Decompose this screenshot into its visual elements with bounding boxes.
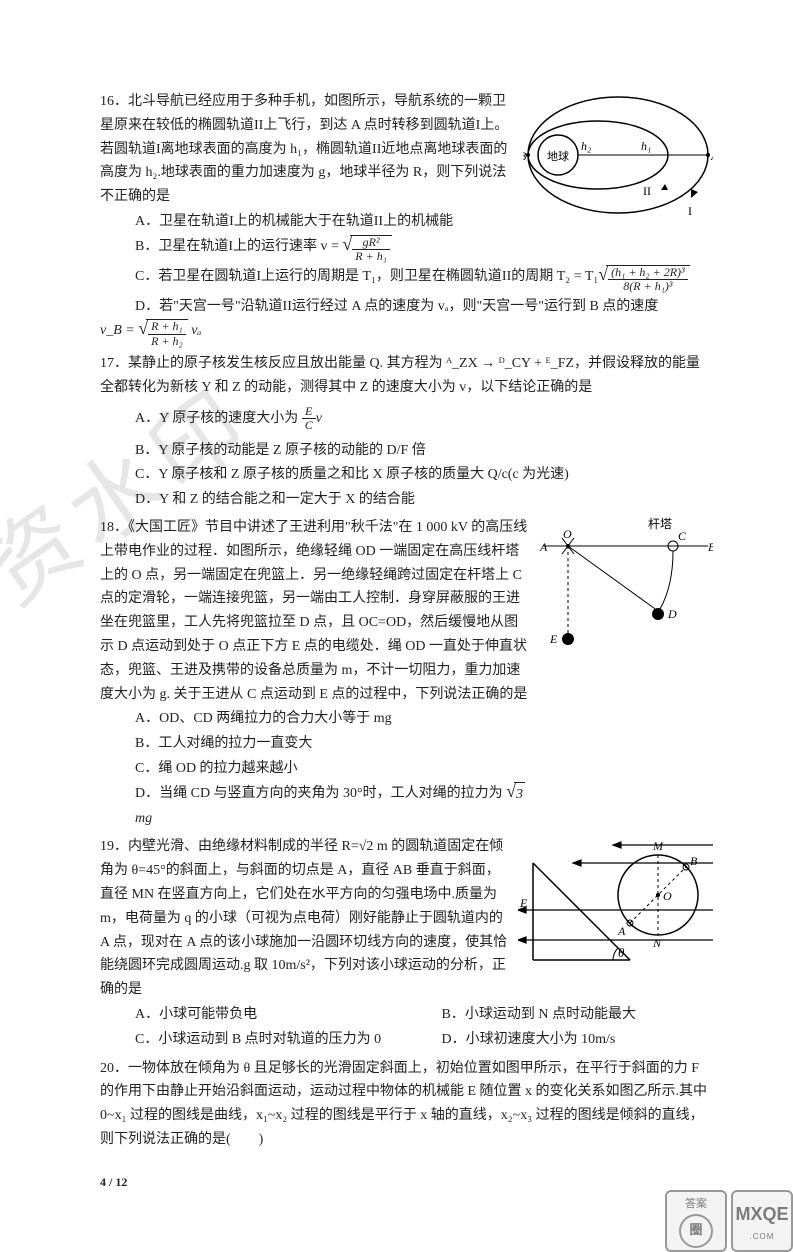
q19-opt-d: D．小球初速度大小为 10m/s [442, 1028, 714, 1052]
svg-text:B: B [690, 854, 698, 868]
svg-text:E: E [549, 632, 558, 646]
q19-figure: O M N A B E θ [518, 835, 713, 975]
svg-text:N: N [652, 936, 662, 950]
svg-text:O: O [563, 527, 572, 541]
svg-text:I: I [688, 204, 692, 218]
q19-num: 19． [100, 839, 128, 854]
q18-stem: 《大国工匠》节目中讲述了王进利用"秋千法"在 1 000 kV 的高压线上带电作… [100, 520, 527, 702]
svg-text:h₁: h₁ [641, 139, 651, 153]
q17-stem: 某静止的原子核发生核反应且放出能量 Q. 其方程为 ᴬ_ZX → ᴰ_CY + … [100, 356, 700, 395]
q16-opt-b: B．卫星在轨道I上的运行速率 v = gR²R + h₁ [135, 235, 513, 263]
svg-text:地球: 地球 [547, 149, 569, 163]
q18-opt-a: A．OD、CD 两绳拉力的合力大小等于 mg [135, 707, 528, 731]
q17-opt-d: D．Y 和 Z 的结合能之和一定大于 X 的结合能 [135, 488, 713, 512]
page-footer: 4 / 12 [100, 1172, 713, 1192]
question-16: 16．北斗导航已经应用于多种手机，如图所示，导航系统的一颗卫星原来在较低的椭圆轨… [100, 90, 713, 348]
q16-opt-d: D．若"天宫一号"沿轨道II运行经过 A 点的速度为 vₐ，则"天宫一号"运行到… [135, 295, 713, 319]
q19-opt-a: A．小球可能带负电 [135, 1003, 407, 1027]
svg-text:h₂: h₂ [581, 139, 591, 153]
svg-text:θ: θ [618, 945, 625, 960]
q19-opt-c: C．小球运动到 B 点时对轨道的压力为 0 [135, 1028, 407, 1052]
q16-opt-a: A．卫星在轨道I上的机械能大于在轨道II上的机械能 [135, 210, 513, 234]
q18-opt-b: B．工人对绳的拉力一直变大 [135, 732, 528, 756]
q16-opt-d-formula: v_B = R + h₁R + h₂ vₐ [100, 319, 713, 347]
page-content: 16．北斗导航已经应用于多种手机，如图所示，导航系统的一颗卫星原来在较低的椭圆轨… [100, 90, 713, 1192]
badge-answer: 答案 圈 [665, 1190, 727, 1252]
svg-text:M: M [652, 839, 664, 853]
svg-text:E: E [519, 896, 528, 910]
q18-opt-d: D．当绳 CD 与竖直方向的夹角为 30°时，工人对绳的拉力为 3mg [135, 782, 528, 831]
q17-opt-a: A．Y 原子核的速度大小为 ECv [135, 405, 713, 432]
q18-figure: 杆塔 O A B C D [538, 516, 713, 651]
question-18: 18．《大国工匠》节目中讲述了王进利用"秋千法"在 1 000 kV 的高压线上… [100, 516, 713, 831]
svg-text:杆塔: 杆塔 [648, 517, 672, 531]
q18-opt-c: C．绳 OD 的拉力越来越小 [135, 757, 528, 781]
q16-num: 16． [100, 94, 128, 109]
q17-num: 17． [100, 356, 128, 371]
q16-stem: 北斗导航已经应用于多种手机，如图所示，导航系统的一颗卫星原来在较低的椭圆轨道II… [100, 94, 508, 204]
watermark-badges: 答案 圈 MXQE .COM [665, 1190, 793, 1252]
svg-text:O: O [663, 889, 672, 903]
q17-opt-b: B．Y 原子核的动能是 Z 原子核的动能的 D/F 倍 [135, 439, 713, 463]
q16-figure: 地球 A B h₁ h₂ I II [523, 90, 713, 230]
q19-stem: 内壁光滑、由绝缘材料制成的半径 R=√2 m 的圆轨道固定在倾角为 θ=45°的… [100, 839, 507, 997]
q18-num: 18． [100, 520, 128, 535]
svg-text:A: A [539, 540, 548, 554]
q16-opt-c: C．若卫星在圆轨道I上运行的周期是 T₁，则卫星在椭圆轨道II的周期 T₂ = … [135, 265, 713, 293]
svg-text:II: II [643, 184, 651, 198]
badge-mxqe: MXQE .COM [731, 1190, 793, 1252]
q17-opt-c: C．Y 原子核和 Z 原子核的质量之和比 X 原子核的质量大 Q/c(c 为光速… [135, 463, 713, 487]
svg-text:D: D [667, 607, 677, 621]
svg-text:B: B [708, 540, 713, 554]
q19-opt-b: B．小球运动到 N 点时动能最大 [442, 1003, 714, 1027]
q20-num: 20． [100, 1061, 128, 1076]
question-20: 20．一物体放在倾角为 θ 且足够长的光滑固定斜面上，初始位置如图甲所示，在平行… [100, 1057, 713, 1152]
question-17: 17．某静止的原子核发生核反应且放出能量 Q. 其方程为 ᴬ_ZX → ᴰ_CY… [100, 352, 713, 512]
question-19: 19．内壁光滑、由绝缘材料制成的半径 R=√2 m 的圆轨道固定在倾角为 θ=4… [100, 835, 713, 1052]
svg-text:C: C [678, 529, 687, 543]
svg-text:A: A [617, 924, 626, 938]
svg-text:A: A [710, 149, 713, 163]
q20-stem: 一物体放在倾角为 θ 且足够长的光滑固定斜面上，初始位置如图甲所示，在平行于斜面… [100, 1061, 707, 1147]
